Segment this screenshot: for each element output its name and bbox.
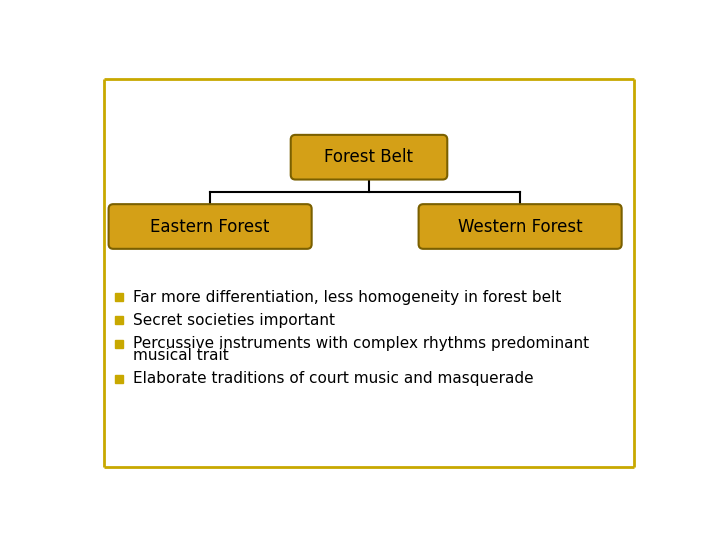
Text: Eastern Forest: Eastern Forest	[150, 218, 270, 235]
FancyBboxPatch shape	[109, 204, 312, 249]
Text: Far more differentiation, less homogeneity in forest belt: Far more differentiation, less homogenei…	[132, 290, 561, 305]
Text: Western Forest: Western Forest	[458, 218, 582, 235]
Text: Forest Belt: Forest Belt	[325, 148, 413, 166]
FancyBboxPatch shape	[291, 135, 447, 179]
FancyBboxPatch shape	[418, 204, 621, 249]
Text: Secret societies important: Secret societies important	[132, 313, 335, 328]
Text: Percussive instruments with complex rhythms predominant: Percussive instruments with complex rhyt…	[132, 336, 589, 351]
Text: musical trait: musical trait	[132, 348, 228, 363]
Text: Elaborate traditions of court music and masquerade: Elaborate traditions of court music and …	[132, 372, 534, 387]
